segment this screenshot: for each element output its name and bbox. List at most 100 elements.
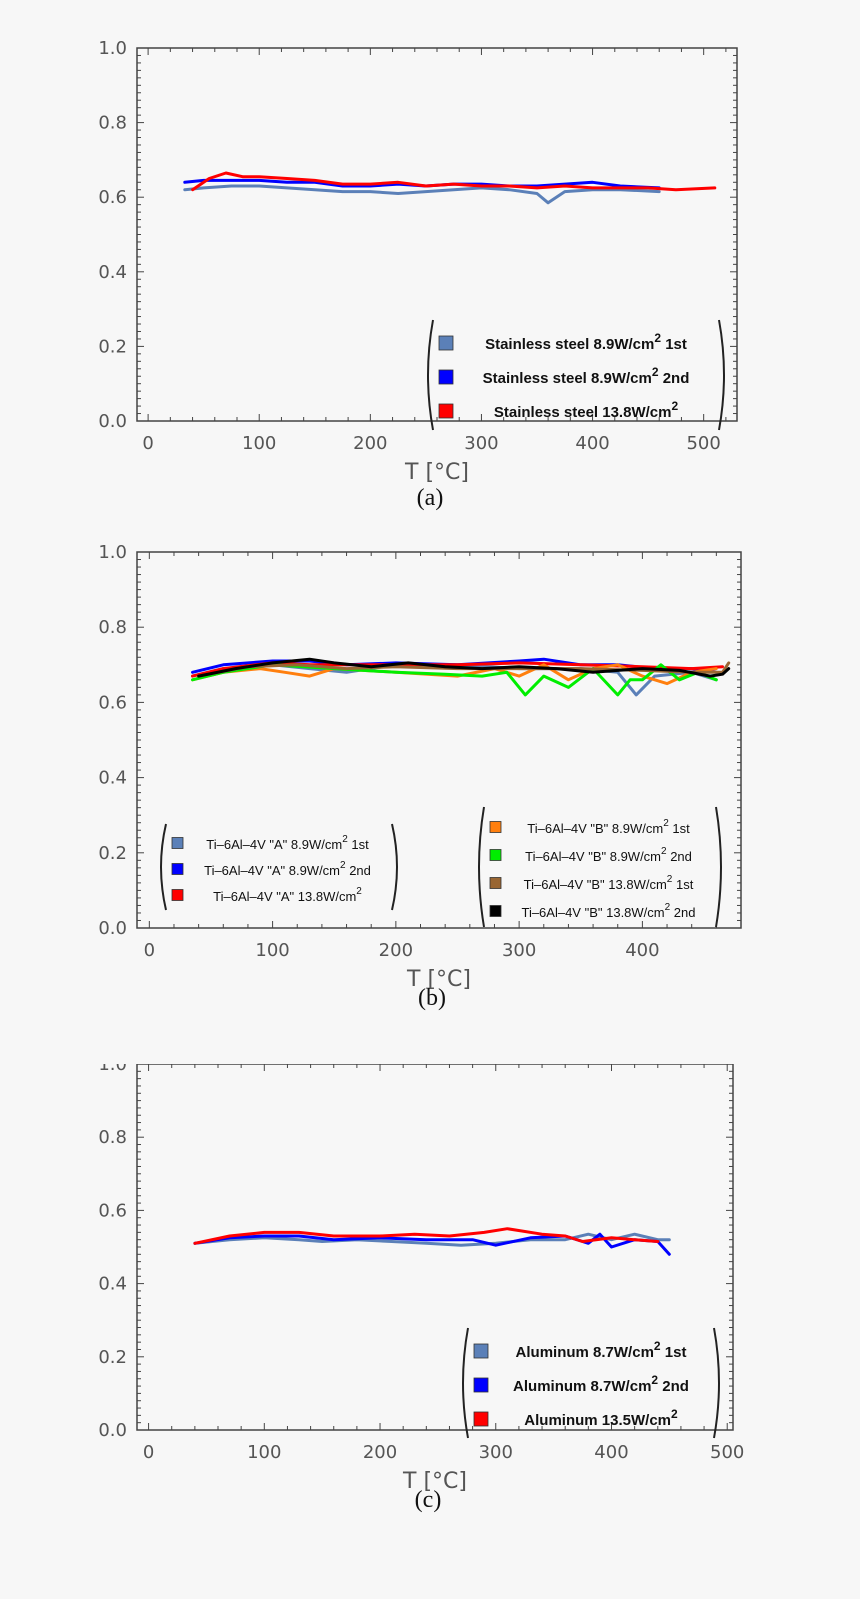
legend-label: Ti–6Al–4V "B" 13.8W/cm2 2nd bbox=[521, 902, 695, 920]
legend-label-suffix: 2nd bbox=[670, 905, 695, 920]
legend-swatch bbox=[489, 821, 502, 833]
y-tick-label: 0.8 bbox=[98, 617, 127, 638]
legend-label: Ti–6Al–4V "A" 8.9W/cm2 2nd bbox=[204, 860, 371, 878]
x-axis-label: T [°C] bbox=[402, 1469, 467, 1494]
y-tick-label: 0.4 bbox=[98, 262, 127, 283]
legend-label-sup: 2 bbox=[661, 846, 667, 857]
figure-caption: (a) bbox=[417, 485, 444, 511]
legend-label: Ti–6Al–4V "A" 8.9W/cm2 1st bbox=[206, 834, 369, 852]
x-tick-label: 100 bbox=[247, 1442, 281, 1463]
chart-svg-a: 0 100 200 300 400 500 0.0 0.2 0.4 0.6 0.8 1.0 T [°C]… bbox=[98, 38, 738, 511]
legend-swatch bbox=[171, 837, 184, 849]
y-tick-label: 1.0 bbox=[98, 1064, 127, 1075]
legend-bracket-left bbox=[160, 823, 167, 911]
legend-swatch bbox=[473, 1343, 489, 1359]
x-tick-label: 300 bbox=[464, 433, 498, 454]
legend-label: Ti–6Al–4V "B" 8.9W/cm2 1st bbox=[527, 818, 690, 836]
x-tick-label: 200 bbox=[363, 1442, 397, 1463]
figure-caption: (b) bbox=[418, 985, 446, 1011]
y-tick-label: 0.2 bbox=[98, 336, 127, 357]
legend-label-sup: 2 bbox=[654, 331, 661, 345]
x-tick-label: 500 bbox=[710, 1442, 744, 1463]
y-tick-label: 0.0 bbox=[98, 1420, 127, 1441]
y-tick-label: 1.0 bbox=[98, 38, 127, 59]
legend-label-sup: 2 bbox=[671, 1407, 678, 1421]
legend-label-main: Aluminum 8.7W/cm bbox=[513, 1378, 651, 1395]
legend-label-sup: 2 bbox=[671, 399, 678, 413]
legend-swatch bbox=[489, 905, 502, 917]
legend-label-suffix: 1st bbox=[672, 877, 693, 892]
legend-bracket-right bbox=[718, 319, 725, 431]
legend-swatch bbox=[438, 335, 454, 351]
legend-label: Aluminum 8.7W/cm2 1st bbox=[516, 1339, 687, 1361]
plot-frame bbox=[136, 47, 738, 422]
legend-label-main: Ti–6Al–4V "A" 13.8W/cm bbox=[213, 889, 356, 904]
legend-bracket-left bbox=[462, 1327, 469, 1439]
legend-label-suffix: 1st bbox=[669, 821, 690, 836]
legend-label-sup: 2 bbox=[651, 1373, 658, 1387]
legend-bracket-left bbox=[478, 806, 485, 928]
y-tick-label: 0.6 bbox=[98, 692, 127, 713]
legend-label-main: Ti–6Al–4V "B" 8.9W/cm bbox=[525, 849, 661, 864]
x-tick-label: 400 bbox=[575, 433, 609, 454]
y-tick-label: 0.6 bbox=[98, 187, 127, 208]
legend-label-sup: 2 bbox=[340, 860, 346, 871]
legend-bracket-right bbox=[391, 823, 398, 911]
legend-label-suffix: 1st bbox=[661, 1344, 687, 1361]
legend-label-suffix: 1st bbox=[661, 336, 687, 353]
y-tick-label: 0.4 bbox=[98, 768, 127, 789]
y-tick-label: 0.2 bbox=[98, 1347, 127, 1368]
legend-0: Ti–6Al–4V "A" 8.9W/cm2 1st Ti–6Al–4V "A" … bbox=[160, 823, 398, 911]
legend-label-main: Stainless steel 8.9W/cm bbox=[483, 370, 652, 387]
y-tick-label: 0.0 bbox=[98, 918, 127, 939]
legend-swatch bbox=[473, 1377, 489, 1393]
x-tick-label: 400 bbox=[594, 1442, 628, 1463]
x-tick-label: 500 bbox=[686, 433, 720, 454]
legend-label: Stainless steel 8.9W/cm2 1st bbox=[485, 331, 687, 353]
legend-swatch bbox=[171, 889, 184, 901]
legend-label-main: Ti–6Al–4V "B" 8.9W/cm bbox=[527, 821, 663, 836]
legend-label-suffix: 2nd bbox=[658, 1378, 689, 1395]
y-tick-label: 0.8 bbox=[98, 113, 127, 134]
x-tick-label: 0 bbox=[144, 940, 155, 961]
legend-label-sup: 2 bbox=[663, 818, 669, 829]
chart-svg-c: 0 100 200 300 400 500 0.0 0.2 0.4 0.6 0.8 1.0 T [°C]… bbox=[98, 1064, 744, 1513]
y-tick-label: 1.0 bbox=[98, 542, 127, 563]
chart-panel-a: 0 100 200 300 400 500 0.0 0.2 0.4 0.6 0.8 1.0 T [°C]… bbox=[0, 0, 860, 532]
legend-bracket-left bbox=[427, 319, 434, 431]
x-axis-label: T [°C] bbox=[404, 460, 469, 485]
legend-label-sup: 2 bbox=[652, 365, 659, 379]
legend-label-main: Ti–6Al–4V "B" 13.8W/cm bbox=[521, 905, 664, 920]
legend-label-main: Stainless steel 13.8W/cm bbox=[494, 404, 672, 421]
chart-svg-b: 0 100 200 300 400 0.0 0.2 0.4 0.6 0.8 1.0 T [°C](b)… bbox=[98, 542, 742, 1011]
series-line-2 bbox=[193, 1227, 660, 1245]
legend-swatch bbox=[171, 863, 184, 875]
legend-label-suffix: 2nd bbox=[667, 849, 692, 864]
legend-label: Ti–6Al–4V "B" 13.8W/cm2 1st bbox=[524, 874, 694, 892]
legend-swatch bbox=[489, 849, 502, 861]
x-tick-label: 300 bbox=[502, 940, 536, 961]
x-axis-label: T [°C] bbox=[406, 967, 471, 992]
plot-frame bbox=[136, 1064, 734, 1431]
series-line-6 bbox=[197, 657, 731, 678]
legend-label-suffix: 2nd bbox=[659, 370, 690, 387]
y-tick-label: 0.0 bbox=[98, 411, 127, 432]
legend-label: Aluminum 13.5W/cm2 bbox=[524, 1407, 678, 1429]
legend-label-main: Aluminum 8.7W/cm bbox=[516, 1344, 654, 1361]
x-tick-label: 0 bbox=[143, 1442, 154, 1463]
series-line-2 bbox=[191, 171, 717, 192]
y-tick-label: 0.4 bbox=[98, 1274, 127, 1295]
legend-label-sup: 2 bbox=[667, 874, 673, 885]
legend-label-main: Ti–6Al–4V "B" 13.8W/cm bbox=[524, 877, 667, 892]
x-tick-label: 100 bbox=[242, 433, 276, 454]
x-tick-label: 200 bbox=[353, 433, 387, 454]
figure-caption: (c) bbox=[415, 1487, 442, 1513]
series-line-0 bbox=[183, 184, 661, 205]
legend-label-suffix: 2nd bbox=[346, 863, 371, 878]
legend-label-sup: 2 bbox=[342, 834, 348, 845]
legend-label-sup: 2 bbox=[665, 902, 671, 913]
legend-swatch bbox=[438, 369, 454, 385]
legend-label: Ti–6Al–4V "A" 13.8W/cm2 bbox=[213, 886, 362, 904]
